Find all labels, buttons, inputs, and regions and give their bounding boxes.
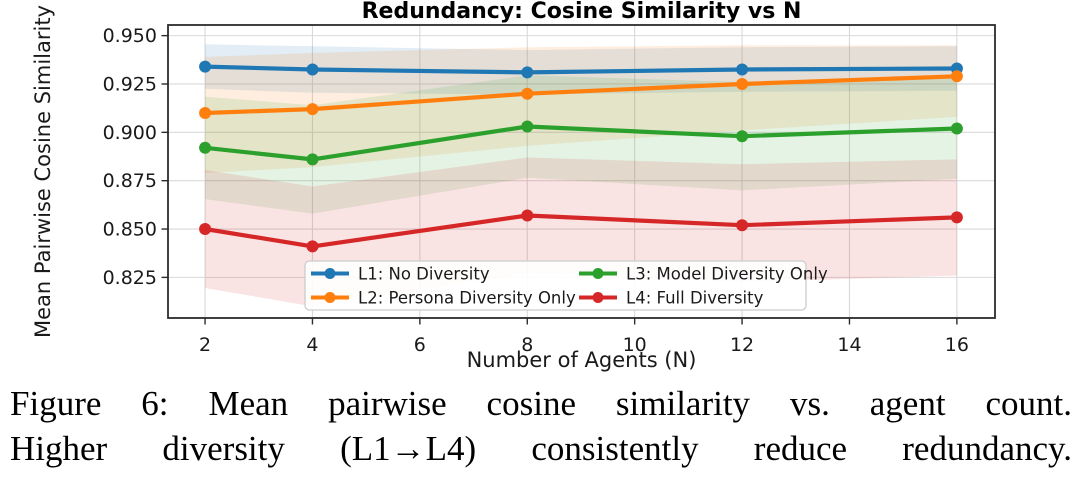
data-point-l4-n4 [306,240,319,253]
legend-label-l1: L1: No Diversity [358,264,490,283]
legend-marker-l1 [324,268,336,279]
data-point-l4-n8 [521,209,534,222]
legend-marker-l4 [592,292,604,303]
data-point-l3-n12 [736,130,749,143]
legend-label-l4: L4: Full Diversity [626,288,764,307]
data-point-l2-n12 [736,78,749,90]
data-point-l1-n2 [199,60,212,73]
legend-entry-l3: L3: Model Diversity Only [579,264,828,283]
y-axis-label: Mean Pairwise Cosine Similarity [31,5,55,338]
caption-line-1: Figure 6: Mean pairwise cosine similarit… [10,384,1072,423]
x-tick-label: 10 [623,334,647,356]
x-tick-label: 14 [837,334,861,356]
data-point-l3-n8 [521,120,534,133]
y-tick-label: 0.900 [103,122,157,144]
y-tick-label: 0.925 [103,73,157,95]
data-point-l2-n4 [306,103,319,116]
redundancy-chart: 2 4 6 8 10 12 14 16 0.825 0.850 0.875 0.900 0.925 0.9… [31,0,996,372]
legend-label-l2: L2: Persona Diversity Only [358,288,576,307]
y-tick-label: 0.875 [103,170,157,192]
legend-entry-l2: L2: Persona Diversity Only [311,288,576,307]
data-point-l4-n16 [950,211,963,224]
x-tick-label: 4 [306,334,318,356]
legend-marker-l3 [592,268,604,279]
y-tick-label: 0.825 [103,267,157,289]
x-tick-label: 2 [199,334,211,356]
x-tick-label: 16 [945,334,969,356]
data-point-l4-n2 [199,223,212,235]
confidence-band-l3 [205,75,957,214]
legend-entry-l4: L4: Full Diversity [579,288,764,307]
data-point-l2-n8 [521,87,534,100]
data-point-l3-n16 [950,122,963,135]
data-point-l1-n4 [306,63,319,76]
confidence-band-l2 [205,45,957,173]
x-tick-label: 12 [730,334,754,356]
y-tick-label: 0.950 [103,25,157,47]
figure-caption: Figure 6: Mean pairwise cosine similarit… [10,381,1072,471]
data-point-l4-n12 [736,219,749,232]
data-point-l3-n2 [199,141,212,154]
legend-label-l3: L3: Model Diversity Only [626,264,828,283]
caption-line-2: Higher diversity (L1→L4) consistently re… [10,429,1072,468]
data-point-l2-n16 [950,70,963,83]
legend-marker-l2 [324,292,336,303]
plot-border [167,24,996,319]
data-point-l2-n2 [199,107,212,119]
x-tick-label: 6 [414,334,426,356]
data-point-l3-n4 [306,153,319,166]
legend-entry-l1: L1: No Diversity [311,264,490,283]
data-point-l1-n12 [736,63,749,76]
x-tick-label: 8 [521,334,533,356]
data-point-l1-n8 [521,66,534,79]
y-tick-label: 0.850 [103,219,157,241]
legend-box [304,260,807,311]
chart-title: Redundancy: Cosine Similarity vs N [362,0,802,24]
x-axis-label: Number of Agents (N) [467,348,697,372]
